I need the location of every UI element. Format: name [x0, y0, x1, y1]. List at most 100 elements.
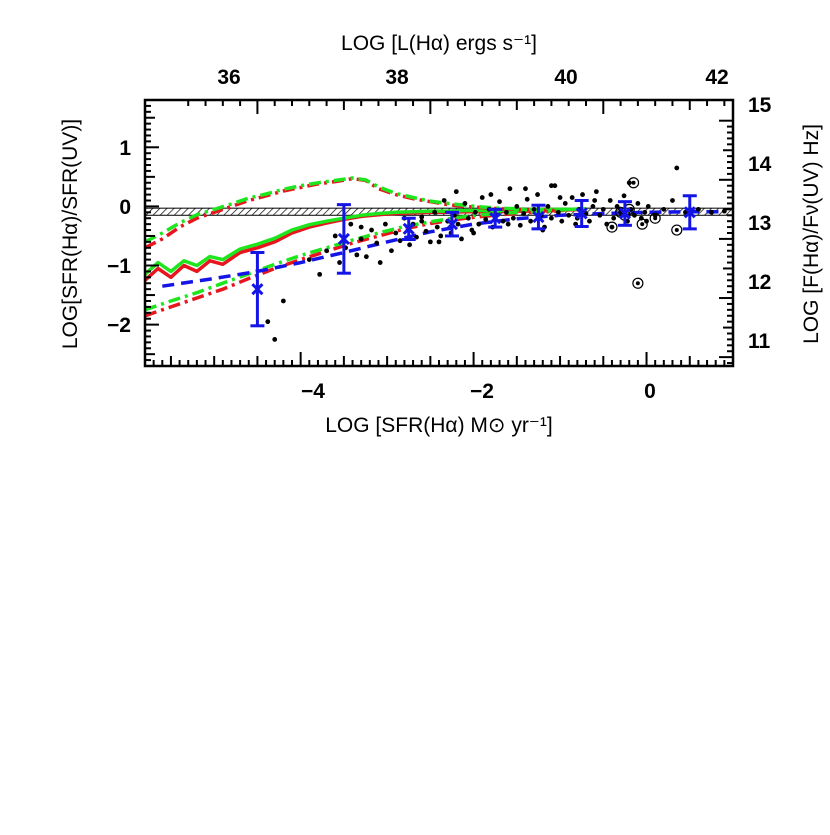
data-point [438, 233, 444, 239]
data-point [471, 230, 476, 236]
data-point [382, 221, 388, 227]
bin-mean-marker [337, 232, 350, 245]
data-point [535, 192, 540, 197]
circled-point-ring [606, 221, 618, 233]
data-point [604, 221, 610, 227]
data-point [593, 189, 599, 195]
data-point [419, 218, 425, 224]
data-point [552, 183, 558, 189]
data-point [645, 204, 651, 209]
y2-axis-title: LOG [F(Hα)/Fν(UV) Hz] [800, 124, 823, 344]
data-point [497, 199, 502, 205]
data-point [332, 233, 338, 239]
data-point [348, 221, 354, 227]
data-point [696, 206, 701, 212]
data-point [523, 186, 528, 192]
data-point [528, 218, 534, 224]
data-point [479, 195, 485, 200]
x2-tick-label: 38 [385, 66, 409, 89]
circled-point [640, 222, 645, 227]
y2-tick-label: 13 [748, 212, 771, 235]
data-point [524, 196, 530, 202]
data-point [621, 193, 627, 199]
y2-tick-label: 12 [748, 271, 771, 294]
data-point [566, 212, 572, 218]
x2-tick-label: 40 [554, 66, 577, 89]
data-point [488, 192, 494, 197]
data-point [549, 183, 554, 189]
circled-point-ring [632, 277, 644, 289]
data-point [397, 238, 403, 244]
data-point [559, 218, 565, 224]
y2-tick-label: 14 [748, 153, 772, 176]
circled-point-ring [636, 218, 648, 230]
data-point [427, 239, 433, 245]
y-tick-label: 1 [119, 137, 131, 160]
data-point [510, 215, 516, 221]
bin-mean-marker [618, 207, 631, 220]
data-point [455, 221, 461, 227]
data-point [590, 204, 596, 209]
data-point [531, 206, 537, 212]
bin-mean-marker [575, 207, 588, 220]
data-point [306, 257, 312, 262]
data-point [436, 239, 442, 245]
data-point [635, 201, 641, 206]
data-point [661, 206, 667, 212]
data-point [483, 217, 489, 222]
plot-frame [143, 98, 735, 368]
data-point [611, 215, 617, 221]
data-point [597, 212, 603, 218]
circled-point [609, 225, 614, 230]
data-point [562, 201, 568, 206]
data-point [545, 204, 551, 209]
bin-mean-marker [532, 210, 545, 224]
circled-point-ring [627, 177, 640, 189]
x2-axis-title: LOG [L(Hα) ergs s⁻¹] [341, 32, 537, 55]
data-point [555, 209, 561, 215]
data-point [607, 198, 613, 203]
data-point [374, 240, 380, 246]
data-point [476, 221, 482, 227]
y-tick-label: −2 [107, 314, 131, 337]
y-axis-title: LOG[SFR(Hα)/SFR(UV)] [59, 119, 82, 349]
data-point [419, 214, 425, 220]
bin-mean-marker [445, 218, 459, 231]
data-point [708, 209, 714, 215]
data-point [521, 211, 527, 216]
data-point [354, 252, 360, 258]
x2-tick-label: 42 [705, 66, 728, 89]
circled-point [631, 180, 636, 185]
circled-point-ring [671, 224, 683, 236]
data-point [466, 215, 471, 221]
bin-mean-marker [489, 212, 502, 225]
data-point [324, 248, 329, 254]
bin-mean-marker [402, 222, 415, 235]
x-tick-label: 0 [644, 380, 656, 403]
data-point [434, 224, 440, 230]
data-point [453, 189, 459, 195]
data-point [317, 271, 323, 277]
data-point [462, 201, 468, 206]
data-point [441, 198, 447, 203]
data-point [389, 248, 394, 254]
data-point [642, 209, 648, 215]
y-tick-label: 0 [119, 196, 131, 219]
data-point [626, 180, 632, 186]
data-point [369, 227, 374, 233]
data-point [500, 218, 506, 224]
circled-point [674, 228, 679, 233]
bin-mean-marker [251, 283, 264, 296]
data-point [587, 218, 592, 224]
data-point [517, 222, 523, 228]
data-point [514, 204, 520, 209]
data-point [569, 195, 575, 200]
data-point [472, 209, 478, 215]
y2-tick-label: 11 [748, 330, 771, 353]
data-point [505, 221, 511, 227]
circled-point [635, 281, 640, 286]
data-point [670, 198, 675, 203]
x-tick-label: −4 [301, 380, 325, 403]
